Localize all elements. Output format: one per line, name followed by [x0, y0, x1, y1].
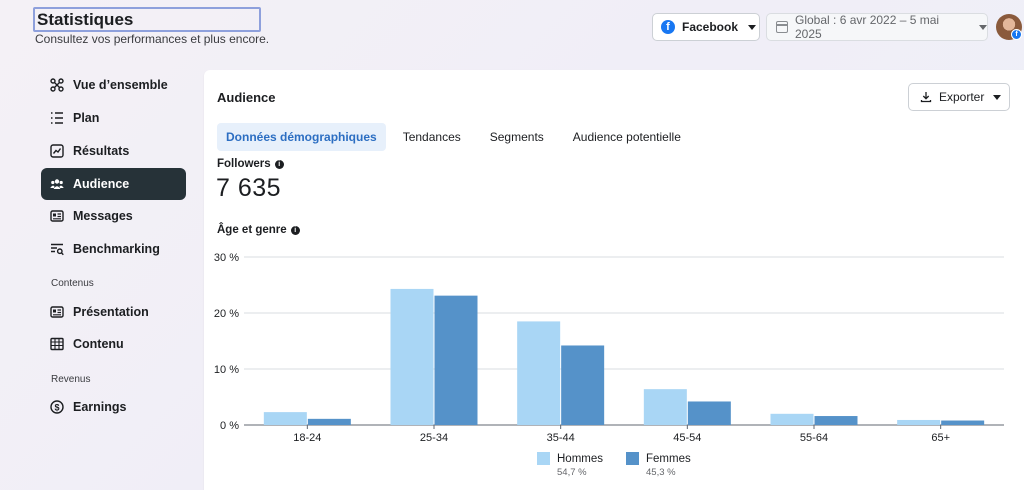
tab-potential-audience[interactable]: Audience potentielle: [572, 130, 681, 144]
people-icon: [50, 177, 64, 191]
sidebar-item-messages[interactable]: Messages: [41, 200, 186, 232]
legend-share-women: 45,3 %: [646, 467, 676, 478]
results-chart-icon: [50, 144, 64, 158]
calendar-icon: [776, 21, 788, 33]
y-tick-label: 0 %: [220, 420, 239, 432]
sidebar-item-earnings[interactable]: $ Earnings: [41, 391, 186, 423]
sidebar-item-label: Messages: [73, 209, 133, 223]
chevron-down-icon: [979, 24, 987, 30]
overview-icon: [50, 78, 64, 92]
x-tick-label: 18-24: [293, 432, 321, 444]
info-icon[interactable]: i: [274, 159, 284, 169]
list-icon: [50, 111, 64, 125]
platform-select[interactable]: f Facebook: [652, 13, 760, 41]
bar-women: [434, 295, 478, 425]
sidebar-item-benchmarking[interactable]: Benchmarking: [41, 233, 186, 265]
bar-men: [517, 321, 561, 425]
section-label-content: Contenus: [51, 278, 94, 289]
sidebar-item-label: Benchmarking: [73, 242, 160, 256]
bar-women: [941, 420, 985, 425]
x-tick-label: 25-34: [420, 432, 448, 444]
tab-demographics[interactable]: Données démographiques: [217, 123, 386, 151]
legend-women[interactable]: Femmes 45,3 %: [626, 452, 691, 478]
date-range-label: Global : 6 avr 2022 – 5 mai 2025: [795, 13, 940, 41]
download-icon: [920, 92, 932, 103]
svg-text:$: $: [54, 402, 59, 412]
export-button[interactable]: Exporter: [908, 83, 1010, 111]
sidebar-item-label: Présentation: [73, 305, 149, 319]
followers-label: Followers i: [217, 158, 284, 170]
legend-swatch-women: [626, 452, 639, 465]
legend-swatch-men: [537, 452, 550, 465]
sidebar-item-overview[interactable]: Vue d’ensemble: [41, 69, 186, 101]
bar-men: [390, 288, 434, 425]
x-tick-label: 55-64: [800, 432, 828, 444]
y-tick-label: 10 %: [214, 364, 239, 376]
followers-value: 7 635: [216, 174, 282, 202]
page-title: Statistiques: [33, 7, 261, 32]
bar-women: [307, 418, 351, 425]
sidebar-item-audience[interactable]: Audience: [41, 168, 186, 200]
panel-title: Audience: [217, 90, 276, 105]
presentation-icon: [50, 305, 64, 319]
page-subtitle: Consultez vos performances et plus encor…: [35, 32, 270, 46]
audience-panel: Audience Exporter Données démographiques…: [204, 70, 1024, 490]
section-label-revenue: Revenus: [51, 374, 91, 385]
sidebar-item-plan[interactable]: Plan: [41, 102, 186, 134]
sidebar-item-label: Vue d’ensemble: [73, 78, 168, 92]
x-tick-label: 35-44: [547, 432, 575, 444]
sidebar-item-content[interactable]: Contenu: [41, 328, 186, 360]
chevron-down-icon: [993, 94, 1002, 100]
dollar-icon: $: [50, 400, 64, 414]
y-tick-label: 20 %: [214, 308, 239, 320]
bar-men: [770, 413, 814, 425]
bar-men: [643, 389, 687, 425]
sidebar-item-label: Plan: [73, 111, 100, 125]
legend-men[interactable]: Hommes 54,7 %: [537, 452, 603, 478]
chart-title: Âge et genre i: [217, 224, 300, 236]
sidebar-item-label: Contenu: [73, 337, 124, 351]
info-icon[interactable]: i: [290, 225, 300, 235]
platform-label: Facebook: [682, 20, 739, 34]
age-gender-chart: 0 % 10 % 20 % 30 % 18-24 25-34 35-44 45-54 55-64…: [214, 252, 1004, 444]
messages-icon: [50, 209, 64, 223]
tab-segments[interactable]: Segments: [489, 130, 544, 144]
sidebar-item-label: Résultats: [73, 144, 130, 158]
legend-label-men: Hommes: [557, 452, 604, 465]
table-icon: [50, 337, 64, 351]
tab-bar: Données démographiques Tendances Segment…: [217, 123, 701, 151]
bar-men: [897, 419, 941, 425]
benchmark-icon: [50, 242, 64, 256]
chevron-down-icon: [748, 24, 757, 30]
legend-label-women: Femmes: [646, 452, 691, 465]
facebook-icon: f: [661, 20, 675, 34]
y-tick-label: 30 %: [214, 252, 239, 264]
facebook-badge-icon: f: [1011, 29, 1022, 40]
legend-share-men: 54,7 %: [557, 467, 587, 478]
x-tick-label: 45-54: [673, 432, 701, 444]
tab-trends[interactable]: Tendances: [402, 130, 461, 144]
chart-title-text: Âge et genre: [217, 224, 287, 236]
bar-men: [263, 412, 307, 425]
x-tick-label: 65+: [931, 432, 950, 444]
bar-women: [561, 345, 605, 425]
export-label: Exporter: [939, 90, 985, 104]
sidebar-item-label: Audience: [73, 177, 130, 191]
sidebar-item-presentation[interactable]: Présentation: [41, 296, 186, 328]
header: Statistiques Consultez vos performances …: [0, 0, 1024, 60]
sidebar-item-results[interactable]: Résultats: [41, 135, 186, 167]
bar-women: [687, 401, 731, 425]
date-range-select[interactable]: Global : 6 avr 2022 – 5 mai 2025: [766, 13, 988, 41]
sidebar-item-label: Earnings: [73, 400, 127, 414]
bar-women: [814, 416, 858, 425]
followers-label-text: Followers: [217, 158, 271, 170]
